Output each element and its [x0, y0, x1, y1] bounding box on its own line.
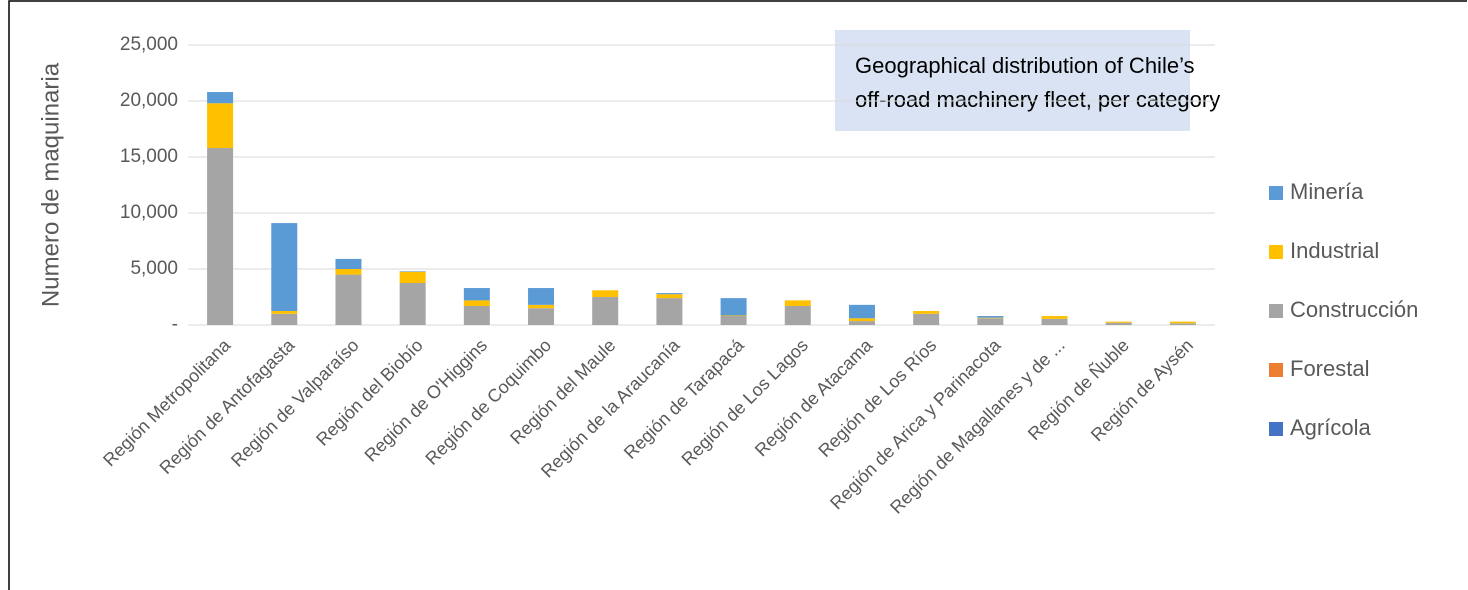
x-tick-label: Región de Atacama — [751, 334, 877, 460]
bar-segment — [463, 288, 490, 301]
bar-segment — [1169, 323, 1196, 325]
legend-label: Forestal — [1290, 356, 1369, 381]
bar-segment — [207, 103, 234, 149]
x-tick-label: Región de Coquimbo — [421, 335, 555, 469]
bar-segment — [399, 271, 426, 283]
bar-segment — [271, 223, 298, 311]
legend-swatch — [1269, 363, 1283, 377]
bar-segment — [399, 283, 426, 325]
legend-label: Industrial — [1290, 238, 1379, 263]
bar-segment — [977, 318, 1004, 325]
bar-segment — [913, 311, 940, 314]
bar-segment — [656, 294, 683, 299]
bar-segment — [1041, 318, 1068, 325]
legend-swatch — [1269, 186, 1283, 200]
bar-segment — [720, 298, 747, 316]
bar-segment — [720, 315, 747, 317]
bar-segment — [977, 316, 1004, 318]
x-tick-label: Región de Tarapacá — [620, 334, 749, 463]
bar-segment — [784, 300, 811, 306]
y-tick-label: - — [172, 314, 178, 335]
bar-segment — [784, 305, 811, 325]
bar-segment — [463, 300, 490, 306]
x-tick-label: Región de O'Higgins — [361, 335, 491, 465]
y-tick-label: 15,000 — [120, 146, 178, 167]
y-tick-label: 20,000 — [120, 90, 178, 111]
bar-segment — [335, 269, 362, 275]
bar-segment — [1105, 322, 1132, 325]
y-tick-label: 5,000 — [130, 258, 178, 279]
bar-segment — [463, 305, 490, 325]
y-tick-label: 25,000 — [120, 34, 178, 55]
bar-segment — [1105, 321, 1132, 323]
chart-title: off-road machinery fleet, per category — [855, 87, 1220, 112]
x-tick-label: Región de Valparaíso — [227, 335, 363, 471]
bar-segment — [528, 288, 555, 305]
bar-segment — [1169, 321, 1196, 324]
bar-segment — [848, 318, 875, 322]
bar-segment — [848, 321, 875, 325]
legend-label: Agrícola — [1290, 415, 1371, 440]
bar-segment — [656, 298, 683, 325]
y-axis-title: Numero de maquinaria — [37, 62, 64, 307]
legend-label: Construcción — [1290, 297, 1418, 322]
legend-swatch — [1269, 304, 1283, 318]
bar-segment — [399, 271, 426, 272]
bar-segment — [207, 148, 234, 325]
x-tick-label: Región Metropolitana — [99, 334, 235, 470]
bar-segment — [528, 308, 555, 325]
x-tick-label: Región de Los Ríos — [814, 335, 940, 461]
bar-segment — [271, 313, 298, 325]
legend-swatch — [1269, 422, 1283, 436]
bar-segment — [913, 313, 940, 325]
bar-segment — [335, 274, 362, 325]
y-tick-label: 10,000 — [120, 202, 178, 223]
title-box — [835, 30, 1190, 131]
bar-segment — [1041, 316, 1068, 319]
bar-segment — [592, 297, 619, 325]
bar-segment — [720, 316, 747, 325]
frame — [8, 0, 1467, 590]
bar-segment — [528, 304, 555, 309]
bar-segment — [592, 290, 619, 297]
chart-title: Geographical distribution of Chile’s — [855, 53, 1195, 78]
x-tick-label: Región del Biobío — [312, 335, 427, 450]
bar-segment — [848, 304, 875, 319]
bar-segment — [977, 317, 1004, 319]
legend-label: Minería — [1290, 179, 1364, 204]
bar-segment — [656, 293, 683, 295]
bar-segment — [271, 311, 298, 314]
bar-segment — [335, 258, 362, 269]
bar-segment — [207, 92, 234, 104]
x-tick-label: Región de Los Lagos — [678, 335, 812, 469]
legend-swatch — [1269, 245, 1283, 259]
